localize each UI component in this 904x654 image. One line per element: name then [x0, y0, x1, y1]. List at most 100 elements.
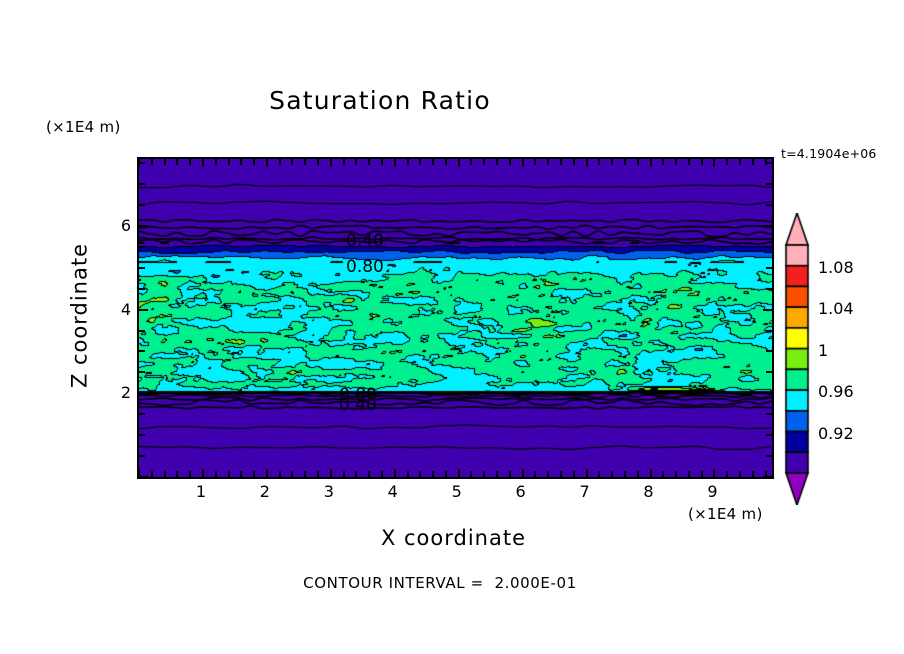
- y-tick: [766, 455, 772, 458]
- y-tick: [139, 392, 148, 395]
- x-tick: [150, 471, 153, 477]
- x-tick: [406, 471, 409, 477]
- x-tick: [687, 159, 690, 165]
- x-tick: [432, 159, 435, 165]
- x-tick: [713, 159, 716, 167]
- y-tick: [766, 204, 772, 207]
- colorbar: [784, 213, 810, 505]
- x-tick: [368, 159, 371, 165]
- x-tick-label: 3: [323, 482, 334, 501]
- y-tick: [766, 287, 772, 290]
- x-tick: [560, 471, 562, 477]
- x-tick: [598, 159, 601, 165]
- x-tick-label: 9: [707, 482, 718, 501]
- y-tick: [139, 183, 145, 186]
- x-tick: [457, 469, 460, 477]
- x-tick: [751, 159, 754, 165]
- x-tick: [675, 159, 678, 165]
- y-tick: [139, 476, 148, 478]
- y-tick: [139, 350, 145, 353]
- x-tick: [508, 159, 511, 165]
- y-tick-label: 2: [120, 383, 131, 403]
- y-tick: [139, 308, 148, 311]
- x-tick: [291, 159, 294, 165]
- x-tick: [700, 471, 703, 477]
- x-tick: [483, 471, 486, 477]
- x-tick: [470, 471, 473, 477]
- y-tick-label: 6: [120, 215, 131, 235]
- x-tick: [355, 471, 358, 477]
- x-tick: [291, 471, 294, 477]
- x-tick: [675, 471, 678, 477]
- x-tick: [649, 159, 652, 167]
- contour-interval-note: CONTOUR INTERVAL = 2.000E-01: [303, 574, 577, 592]
- x-tick: [163, 471, 166, 477]
- x-tick-label: 6: [515, 482, 526, 501]
- y-tick: [763, 224, 772, 227]
- x-tick: [214, 471, 217, 477]
- y-tick: [766, 162, 772, 165]
- y-tick: [766, 350, 772, 353]
- x-tick: [483, 159, 486, 165]
- x-unit-label: (×1E4 m): [688, 505, 763, 523]
- colorbar-label: 0.92: [818, 423, 854, 443]
- x-tick: [585, 159, 588, 167]
- y-tick: [139, 162, 145, 165]
- x-tick: [227, 159, 230, 165]
- contour-label: 0.80: [339, 385, 377, 405]
- x-tick: [253, 471, 256, 477]
- x-tick: [444, 471, 447, 477]
- y-tick: [766, 183, 772, 186]
- x-tick-label: 1: [195, 482, 207, 501]
- y-tick: [763, 476, 772, 478]
- x-tick: [636, 159, 639, 165]
- x-tick: [189, 159, 192, 165]
- contour-label: 0.80: [346, 257, 384, 277]
- x-tick: [713, 469, 716, 477]
- x-tick: [636, 471, 639, 477]
- x-tick: [317, 159, 320, 165]
- y-tick: [139, 371, 145, 374]
- y-tick: [763, 308, 772, 311]
- x-tick: [227, 471, 230, 477]
- y-axis-title: Z coordinate: [67, 242, 92, 389]
- x-tick: [380, 471, 383, 477]
- x-tick: [444, 159, 447, 165]
- x-tick: [687, 471, 690, 477]
- y-tick: [139, 204, 145, 207]
- x-tick: [649, 469, 652, 477]
- contour-field-canvas: [139, 159, 772, 477]
- x-tick: [278, 159, 281, 165]
- contour-label: 0.40: [339, 395, 377, 415]
- x-tick: [764, 471, 767, 477]
- x-tick: [534, 159, 537, 165]
- x-tick: [304, 159, 307, 165]
- x-tick: [240, 159, 243, 165]
- colorbar-label: 1.08: [818, 257, 854, 277]
- x-tick: [342, 471, 345, 477]
- x-tick: [163, 159, 166, 165]
- x-tick: [572, 159, 575, 165]
- x-tick: [764, 159, 767, 165]
- x-tick: [739, 471, 742, 477]
- y-tick: [139, 287, 145, 290]
- x-tick: [547, 159, 550, 165]
- colorbar-label: 1: [818, 340, 829, 360]
- x-tick: [380, 159, 383, 165]
- y-tick: [139, 266, 145, 269]
- x-tick: [700, 159, 703, 165]
- x-tick: [406, 159, 409, 165]
- x-tick: [662, 471, 665, 477]
- x-tick: [329, 469, 332, 477]
- y-tick: [766, 371, 772, 374]
- x-tick: [329, 159, 332, 167]
- y-tick: [139, 434, 145, 437]
- x-tick: [138, 469, 140, 477]
- x-tick: [278, 471, 281, 477]
- x-tick: [150, 159, 153, 165]
- x-tick: [598, 471, 601, 477]
- y-tick: [139, 245, 145, 248]
- x-tick: [368, 471, 371, 477]
- x-tick: [189, 471, 192, 477]
- x-tick: [176, 471, 179, 477]
